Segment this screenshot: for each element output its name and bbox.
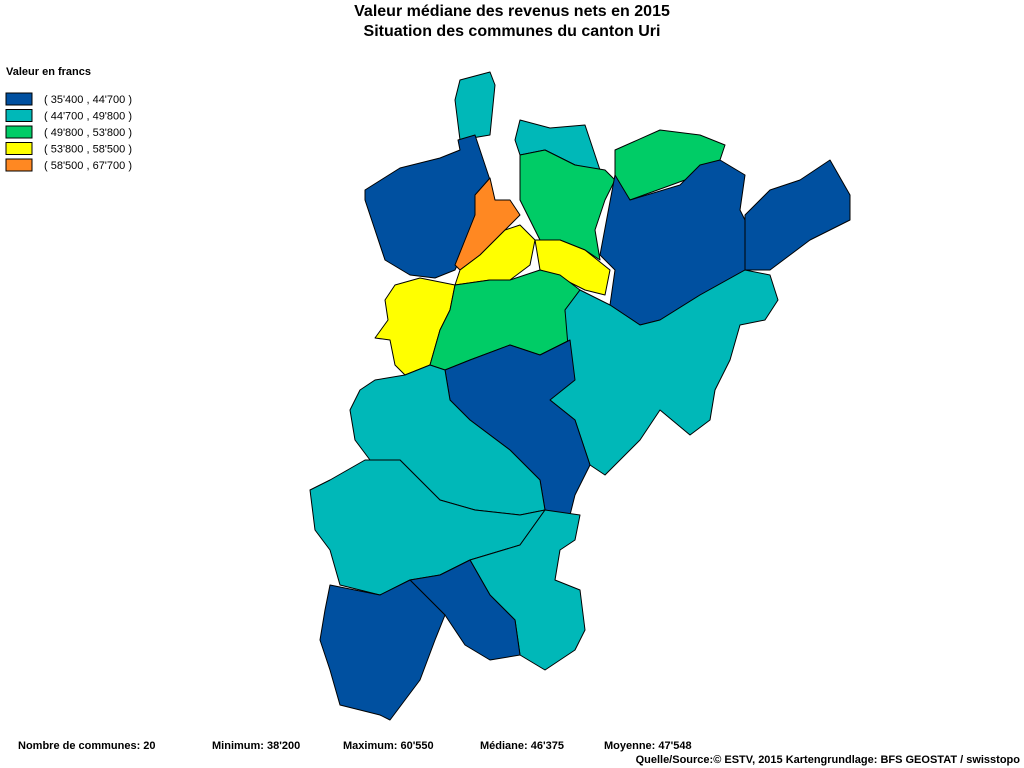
summary-stat: Minimum: 38'200 <box>212 740 300 752</box>
legend-swatch <box>5 158 33 172</box>
legend-swatch <box>5 142 33 155</box>
footer: Nombre de communes: 20 Minimum: 38'200 Max… <box>18 740 692 752</box>
legend: ( 35'400 , 44'700 ) ( 44'700 , 49'800 ) ( … <box>5 92 132 172</box>
legend-label: ( 44'700 , 49'800 ) <box>44 111 132 123</box>
map <box>309 71 851 721</box>
legend-swatch <box>5 109 33 122</box>
legend-label: ( 35'400 , 44'700 ) <box>44 94 132 106</box>
legend-label: ( 58'500 , 67'700 ) <box>44 160 132 172</box>
legend-label: ( 49'800 , 53'800 ) <box>44 127 132 139</box>
summary-stat: Nombre de communes: 20 <box>18 740 156 752</box>
commune <box>744 159 851 271</box>
source: Quelle/Source:© ESTV, 2015 Kartengrundla… <box>636 754 1021 766</box>
commune <box>519 149 616 261</box>
summary-stat: Médiane: 46'375 <box>480 740 564 752</box>
legend-swatch <box>5 92 33 106</box>
summary-stat: Moyenne: 47'548 <box>604 740 692 752</box>
legend-label: ( 53'800 , 58'500 ) <box>44 144 132 156</box>
commune <box>454 71 496 141</box>
legend-title: Valeur en francs <box>6 66 91 78</box>
summary-stat: Maximum: 60'550 <box>343 740 434 752</box>
legend-swatch <box>5 125 33 139</box>
title-line: Situation des communes du canton Uri <box>364 23 661 40</box>
commune <box>349 364 546 516</box>
title-line: Valeur médiane des revenus nets en 2015 <box>354 3 670 20</box>
commune <box>319 579 446 721</box>
